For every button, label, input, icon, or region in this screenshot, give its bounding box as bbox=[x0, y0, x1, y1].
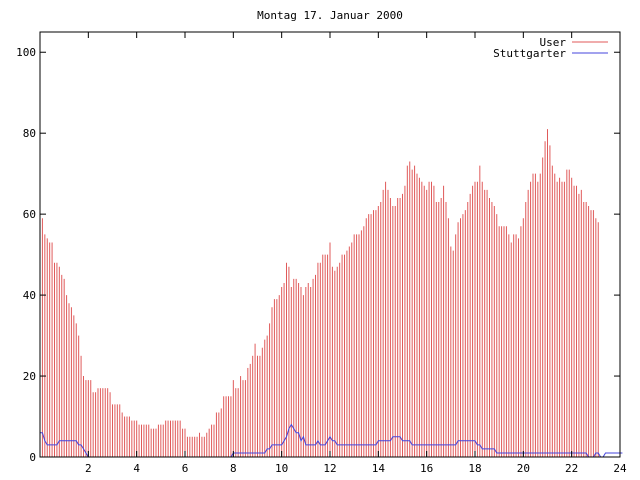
chart-title: Montag 17. Januar 2000 bbox=[257, 9, 403, 22]
y-tick-label: 0 bbox=[29, 451, 36, 464]
x-tick-label: 10 bbox=[275, 462, 288, 475]
x-tick-label: 24 bbox=[613, 462, 627, 475]
y-axis: 0 20 40 60 80 100 bbox=[16, 46, 620, 464]
y-tick-label: 80 bbox=[23, 127, 36, 140]
x-tick-label: 16 bbox=[420, 462, 433, 475]
y-tick-label: 20 bbox=[23, 370, 36, 383]
user-bars bbox=[39, 129, 599, 457]
x-tick-label: 18 bbox=[468, 462, 481, 475]
legend: User Stuttgarter bbox=[493, 36, 608, 60]
x-tick-label: 12 bbox=[323, 462, 336, 475]
legend-user-label: User bbox=[540, 36, 567, 49]
x-tick-label: 22 bbox=[565, 462, 578, 475]
x-tick-label: 2 bbox=[85, 462, 92, 475]
x-tick-label: 8 bbox=[230, 462, 237, 475]
x-tick-label: 6 bbox=[182, 462, 189, 475]
y-tick-label: 100 bbox=[16, 46, 36, 59]
x-tick-label: 4 bbox=[133, 462, 140, 475]
x-axis: 2 4 6 8 10 12 14 16 18 20 22 24 bbox=[85, 32, 627, 475]
y-tick-label: 40 bbox=[23, 289, 36, 302]
x-tick-label: 14 bbox=[372, 462, 386, 475]
y-tick-label: 60 bbox=[23, 208, 36, 221]
legend-stuttgarter-label: Stuttgarter bbox=[493, 47, 566, 60]
x-tick-label: 20 bbox=[517, 462, 530, 475]
